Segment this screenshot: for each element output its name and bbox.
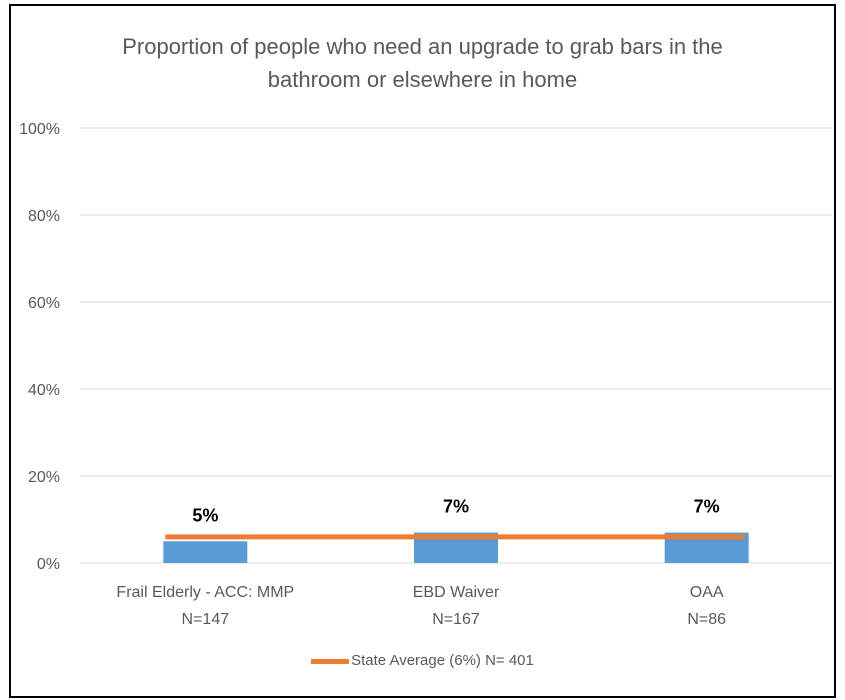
data-label: 5% — [192, 505, 218, 525]
x-tick-label: EBD Waiver — [413, 584, 500, 601]
data-label: 7% — [443, 497, 469, 517]
y-tick-label: 20% — [28, 469, 60, 486]
x-tick-label: Frail Elderly - ACC: MMP — [116, 584, 294, 601]
x-tick-label: OAA — [690, 584, 724, 601]
x-tick-sample-size: N=167 — [432, 611, 480, 628]
bar-0 — [163, 541, 248, 563]
x-tick-sample-size: N=86 — [687, 611, 726, 628]
y-tick-label: 80% — [28, 208, 60, 225]
data-label: 7% — [694, 497, 720, 517]
chart-legend: State Average (6%) N= 401 — [0, 652, 845, 669]
x-tick-sample-size: N=147 — [182, 611, 230, 628]
chart-frame — [9, 4, 836, 698]
y-tick-label: 0% — [37, 556, 60, 573]
y-tick-label: 100% — [19, 121, 60, 138]
chart-title-line-2: bathroom or elsewhere in home — [267, 67, 578, 92]
chart-title: Proportion of people who need an upgrade… — [0, 30, 845, 96]
y-tick-label: 40% — [28, 382, 60, 399]
legend-swatch-state-average — [311, 658, 350, 664]
y-tick-label: 60% — [28, 295, 60, 312]
chart-title-line-1: Proportion of people who need an upgrade… — [122, 34, 723, 59]
legend-label-state-average: State Average (6%) N= 401 — [351, 652, 534, 669]
